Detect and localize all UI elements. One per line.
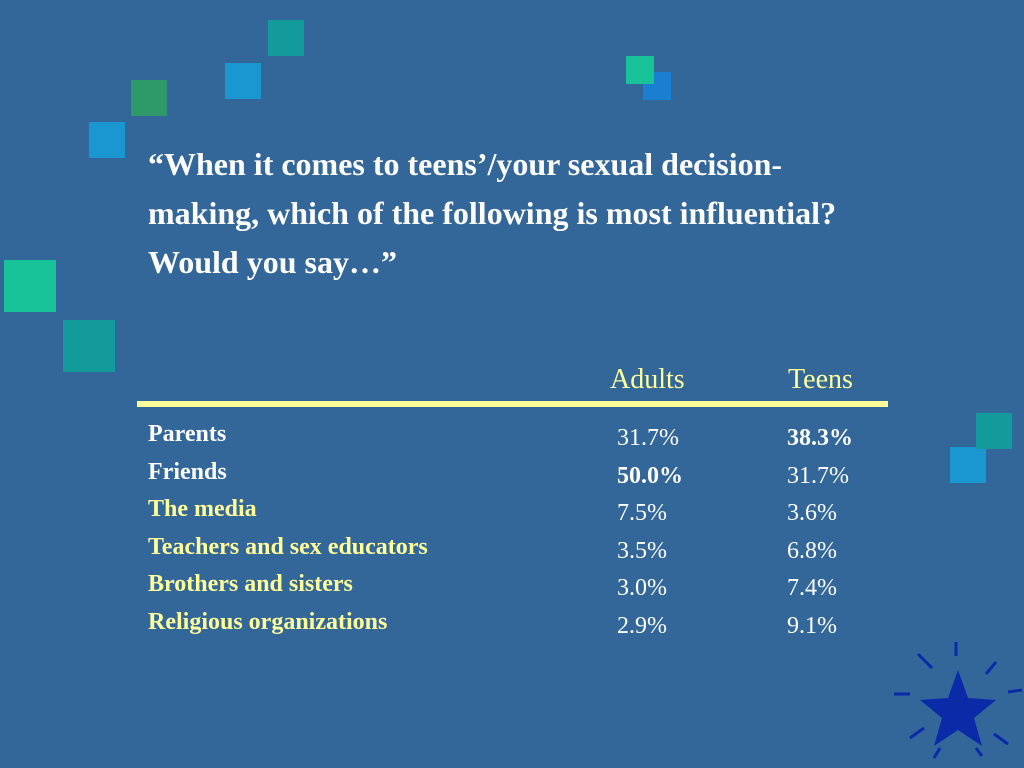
- slide-title: “When it comes to teens’/your sexual dec…: [148, 146, 837, 280]
- column-header: Teens: [788, 364, 853, 395]
- cell-value: 7.4%: [787, 575, 837, 602]
- row-label: Teachers and sex educators: [148, 533, 428, 560]
- decor-square: [225, 63, 261, 99]
- row-label: Parents: [148, 421, 227, 447]
- cell-value: 2.9%: [617, 613, 667, 639]
- row-label: Brothers and sisters: [148, 571, 353, 598]
- cell-value: 9.1%: [787, 613, 837, 639]
- decor-square: [268, 20, 304, 56]
- decor-square: [131, 80, 167, 116]
- row-label: Friends: [148, 458, 227, 485]
- decor-square: [63, 320, 115, 372]
- cell-value: 7.5%: [617, 500, 667, 527]
- star-decor: [894, 642, 1023, 759]
- decor-square: [626, 56, 654, 84]
- cell-value: 31.7%: [787, 462, 849, 489]
- row-label: The media: [148, 496, 257, 523]
- cell-value: 31.7%: [617, 425, 679, 451]
- decor-square: [976, 413, 1012, 449]
- cell-value: 3.5%: [617, 537, 667, 564]
- decor-square: [4, 260, 56, 312]
- decor-square: [89, 122, 125, 158]
- header-rule: [137, 401, 888, 407]
- cell-value: 3.0%: [617, 575, 667, 602]
- column-header: Adults: [610, 364, 685, 395]
- cell-value: 6.8%: [787, 537, 837, 564]
- cell-value: 3.6%: [787, 500, 837, 527]
- cell-value: 50.0%: [617, 462, 683, 489]
- cell-value: 38.3%: [787, 425, 853, 451]
- row-label: Religious organizations: [148, 609, 388, 635]
- decor-square: [950, 447, 986, 483]
